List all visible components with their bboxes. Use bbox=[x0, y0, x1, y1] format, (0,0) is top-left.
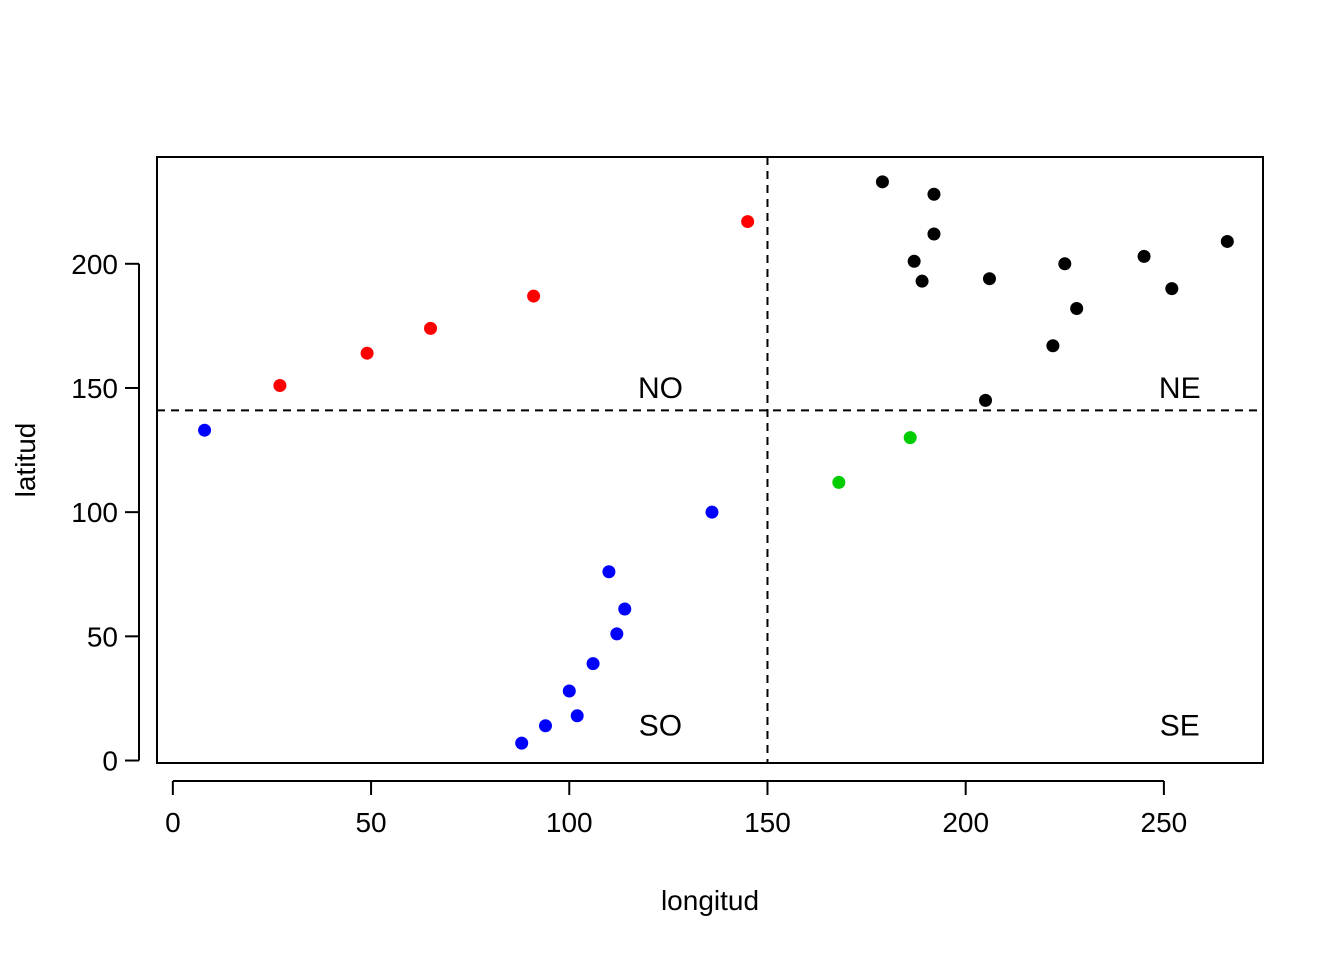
data-point bbox=[570, 709, 584, 723]
y-tick-label: 150 bbox=[71, 373, 118, 404]
y-tick-label: 50 bbox=[87, 621, 118, 652]
quadrant-label: NO bbox=[638, 372, 683, 405]
plot-frame bbox=[156, 156, 1264, 764]
data-point bbox=[1137, 249, 1151, 263]
data-point bbox=[538, 719, 552, 733]
data-point bbox=[1165, 282, 1179, 296]
data-point bbox=[602, 565, 616, 579]
data-point bbox=[1220, 234, 1234, 248]
data-point bbox=[907, 254, 921, 268]
data-point bbox=[1070, 302, 1084, 315]
y-tick-label: 100 bbox=[71, 497, 118, 528]
data-point bbox=[586, 657, 600, 671]
quadrant-label: SO bbox=[639, 710, 682, 743]
data-point bbox=[903, 431, 917, 445]
data-points bbox=[198, 175, 1234, 750]
data-point bbox=[527, 289, 541, 303]
data-point bbox=[273, 378, 287, 392]
data-point bbox=[927, 227, 941, 241]
quadrant-label: NE bbox=[1159, 372, 1201, 405]
x-tick-label: 250 bbox=[1141, 807, 1188, 838]
data-point bbox=[1046, 339, 1060, 353]
x-axis: 0 50 100 150 200 250 bbox=[165, 780, 1188, 838]
data-point bbox=[875, 175, 889, 189]
y-axis-title: latitud bbox=[10, 423, 41, 498]
x-tick-label: 200 bbox=[942, 807, 989, 838]
data-point bbox=[832, 475, 846, 489]
x-tick-label: 50 bbox=[355, 807, 386, 838]
data-point bbox=[982, 272, 996, 286]
data-point bbox=[915, 274, 929, 288]
quadrant-label: SE bbox=[1160, 710, 1200, 743]
reference-lines bbox=[157, 157, 1263, 763]
data-point bbox=[741, 215, 755, 229]
y-tick-label: 0 bbox=[102, 746, 118, 777]
y-axis: 0 50 100 150 200 bbox=[71, 249, 140, 777]
x-axis-title: longitud bbox=[661, 885, 759, 916]
data-point bbox=[515, 736, 529, 750]
data-point bbox=[360, 346, 374, 360]
data-point bbox=[618, 602, 632, 616]
y-tick-label: 200 bbox=[71, 249, 118, 280]
x-tick-label: 100 bbox=[546, 807, 593, 838]
data-point bbox=[424, 321, 438, 335]
data-point bbox=[198, 423, 212, 437]
quadrant-labels: NO NE SO SE bbox=[638, 372, 1201, 743]
data-point bbox=[979, 393, 993, 407]
data-point bbox=[610, 627, 624, 641]
data-point bbox=[562, 684, 576, 698]
x-tick-label: 150 bbox=[744, 807, 791, 838]
data-point bbox=[1058, 257, 1072, 271]
x-tick-label: 0 bbox=[165, 807, 181, 838]
data-point bbox=[705, 505, 719, 519]
data-point bbox=[927, 187, 941, 201]
